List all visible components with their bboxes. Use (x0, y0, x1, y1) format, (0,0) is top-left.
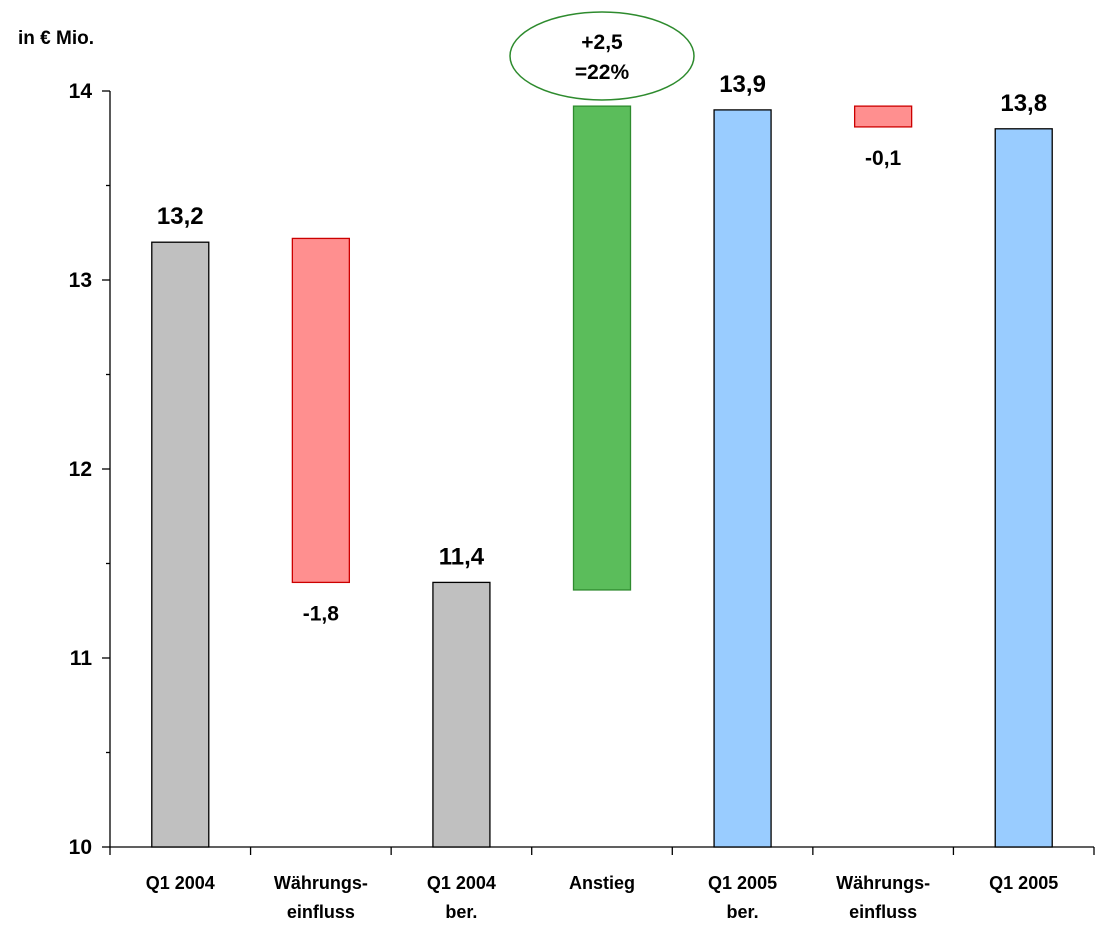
y-tick-label: 11 (70, 647, 93, 670)
bar (853, 105, 913, 128)
x-tick-label: Währungs- (274, 873, 368, 893)
x-tick-label: Q1 2004 (427, 873, 496, 893)
x-tick-label: Anstieg (569, 873, 635, 893)
y-tick-label: 13 (69, 269, 92, 292)
data-label: =22% (575, 61, 630, 84)
x-tick-label: Q1 2005 (708, 873, 777, 893)
bar (994, 128, 1053, 848)
x-tick-label: einfluss (849, 902, 917, 922)
bar (151, 241, 210, 848)
bar (713, 109, 772, 848)
data-label: 13,8 (1000, 90, 1047, 117)
x-tick-label: Währungs- (836, 873, 930, 893)
bar (572, 105, 632, 591)
x-tick-label: einfluss (287, 902, 355, 922)
bar (291, 237, 351, 584)
data-label: 11,4 (439, 543, 485, 570)
x-tick-label: ber. (445, 902, 477, 922)
y-tick-label: 10 (69, 836, 92, 859)
highlight-ellipse (509, 11, 695, 101)
bar (432, 581, 491, 848)
x-tick-label: ber. (727, 902, 759, 922)
x-tick-label: Q1 2005 (989, 873, 1058, 893)
data-label: -1,8 (303, 602, 340, 625)
y-tick-label: 12 (69, 458, 92, 481)
data-label: +2,5 (581, 31, 623, 54)
x-tick-label: Q1 2004 (146, 873, 215, 893)
unit-label: in € Mio. (18, 28, 94, 49)
data-label: 13,2 (157, 203, 204, 230)
data-label: -0,1 (865, 147, 902, 170)
data-label: 13,9 (719, 71, 766, 98)
y-tick-label: 14 (69, 80, 93, 103)
